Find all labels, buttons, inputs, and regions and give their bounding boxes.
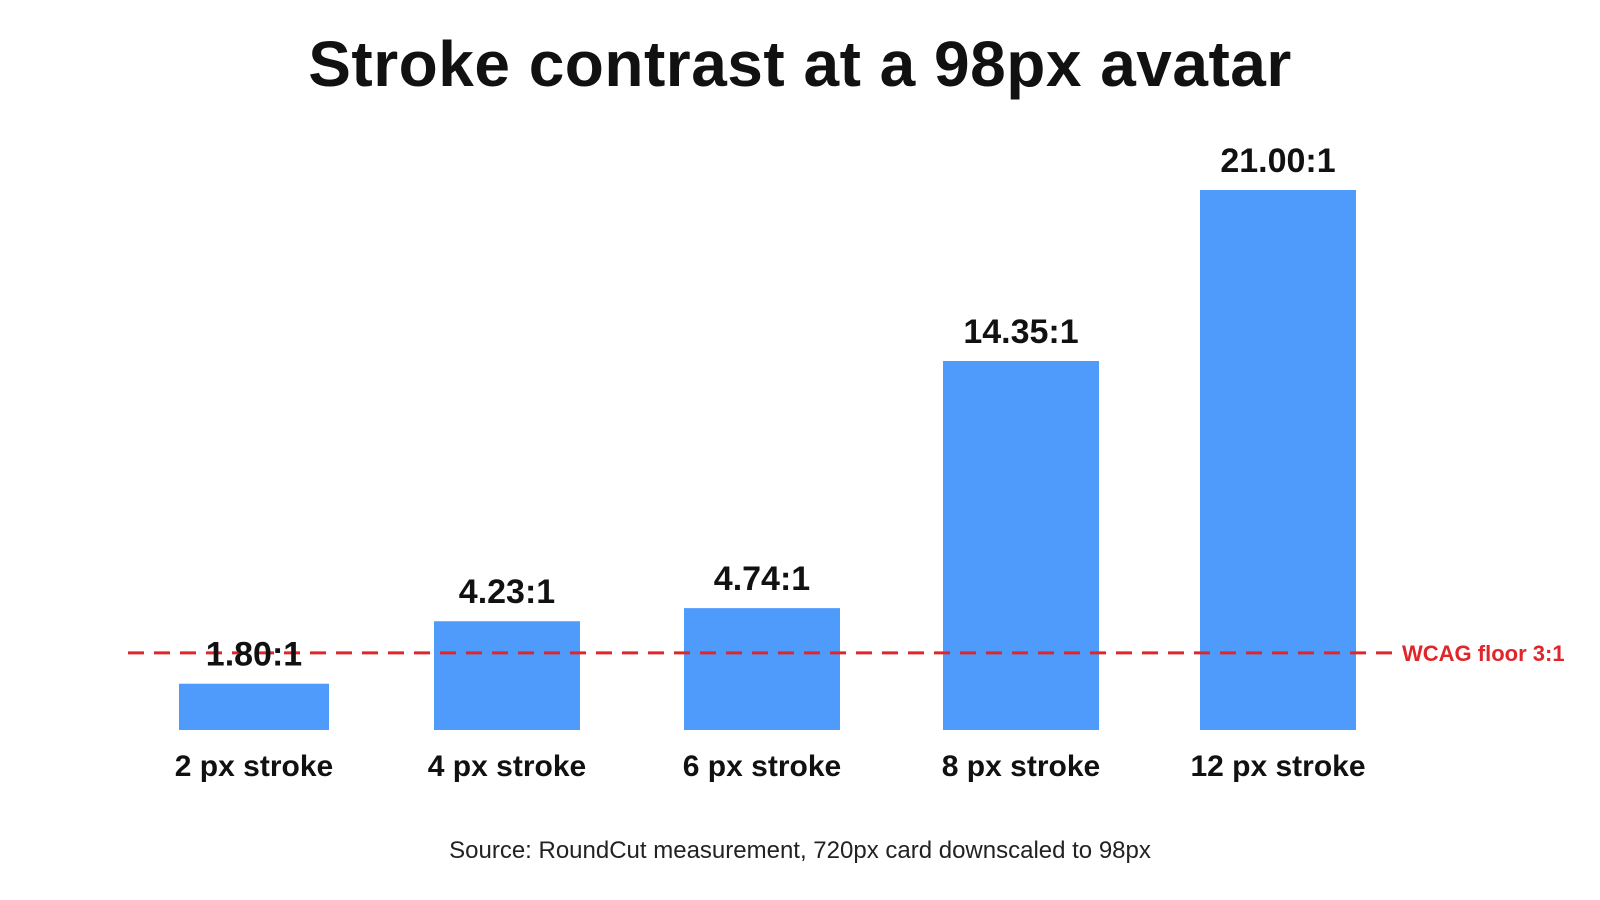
value-label-2: 4.23:1 [459, 573, 555, 611]
value-label-1: 1.80:1 [206, 636, 302, 674]
category-label-4: 8 px stroke [942, 750, 1100, 783]
bar-4 [943, 361, 1099, 730]
category-label-1: 2 px stroke [175, 750, 333, 783]
bar-5 [1200, 190, 1356, 730]
wcag-floor-label: WCAG floor 3:1 [1402, 641, 1565, 666]
category-label-5: 12 px stroke [1190, 750, 1365, 783]
bars-layer [179, 190, 1356, 730]
value-label-3: 4.74:1 [714, 560, 810, 598]
category-label-3: 6 px stroke [683, 750, 841, 783]
value-label-4: 14.35:1 [963, 313, 1078, 351]
source-note: Source: RoundCut measurement, 720px card… [449, 837, 1151, 864]
reference-line-layer: WCAG floor 3:1 [128, 641, 1565, 666]
bar-3 [684, 608, 840, 730]
value-label-5: 21.00:1 [1220, 142, 1335, 180]
category-label-2: 4 px stroke [428, 750, 586, 783]
labels-layer: 1.80:1 2 px stroke 4.23:1 4 px stroke 4.74:1… [175, 142, 1366, 783]
bar-1 [179, 683, 329, 730]
bar-2 [434, 621, 580, 730]
chart-title: Stroke contrast at a 98px avatar [308, 28, 1292, 100]
